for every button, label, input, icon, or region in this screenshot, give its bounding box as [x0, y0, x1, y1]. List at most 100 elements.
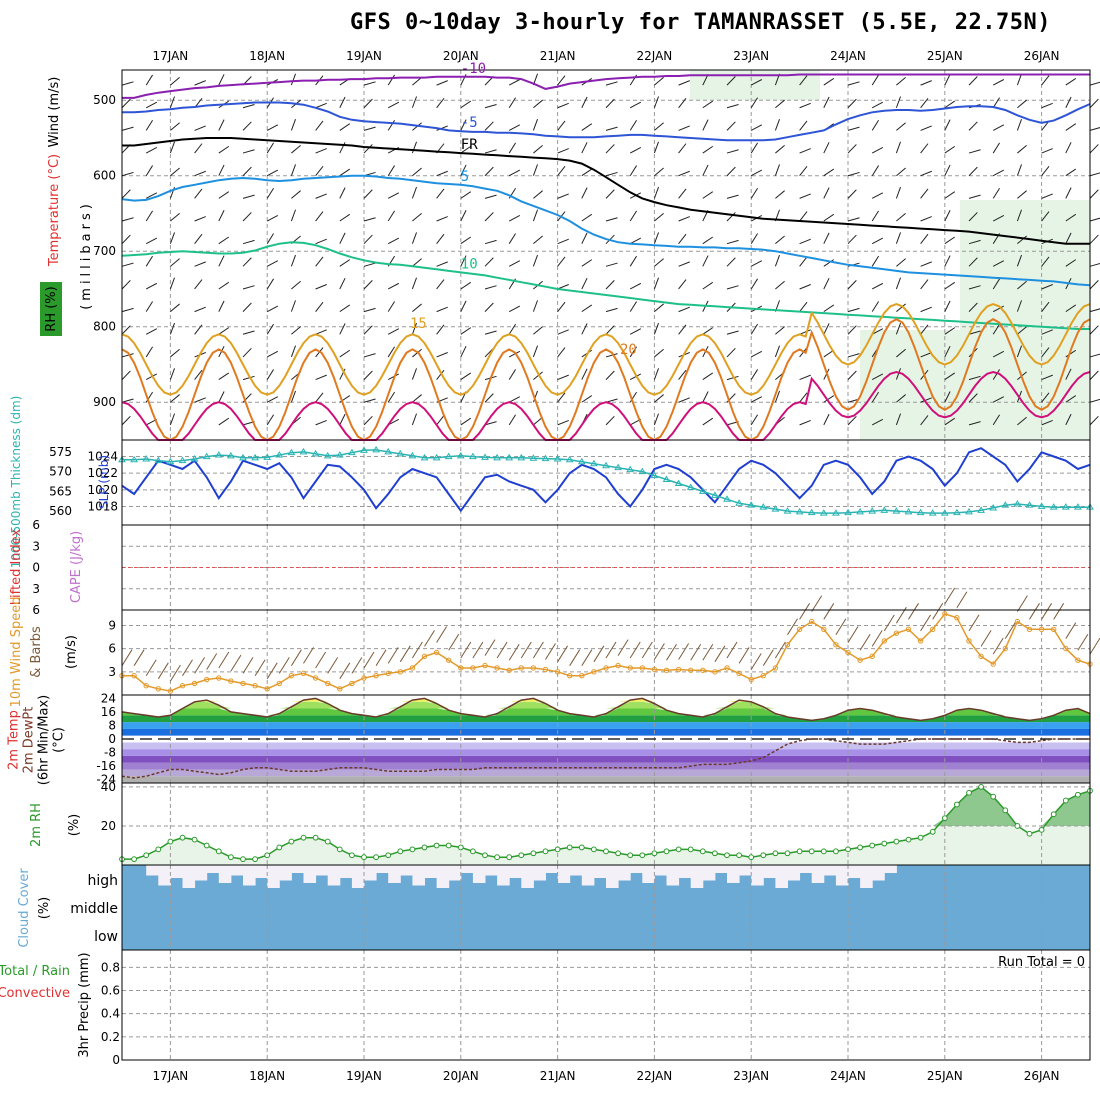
thickness-point — [311, 449, 320, 457]
thickness-point — [650, 471, 659, 479]
wind-barb — [896, 258, 906, 267]
wind-barb — [1089, 262, 1100, 267]
rh-legend-swatch — [40, 282, 62, 336]
wind-barb — [315, 193, 327, 199]
wind-barb — [315, 148, 327, 154]
wind-barb — [157, 662, 169, 680]
cloud-level-label: middle — [70, 901, 118, 917]
wind-barb — [859, 633, 871, 651]
wind-barb — [291, 326, 301, 335]
wind-barb — [968, 375, 981, 381]
wind-barb — [774, 164, 781, 176]
wind-barb — [363, 81, 376, 86]
wind-barb — [460, 210, 467, 222]
cloud-gap — [327, 865, 341, 886]
contour--5 — [122, 101, 1091, 142]
rh-point — [627, 852, 634, 859]
wind-barb — [532, 300, 539, 312]
wind-barb — [653, 96, 660, 108]
wind-barb — [1016, 164, 1023, 176]
rh-tick-label: 40 — [101, 780, 116, 794]
wind-barb — [387, 647, 399, 664]
wind-barb — [726, 76, 736, 86]
wind-barb — [847, 415, 857, 426]
contour--10 — [122, 73, 1090, 99]
wind-barb — [750, 142, 759, 154]
cloud-gap — [448, 865, 462, 881]
wind-barb — [363, 370, 373, 380]
li-tick-label: 3 — [32, 539, 40, 553]
x-tick-label-bottom: 19JAN — [346, 1069, 382, 1083]
rh-tick-label: 20 — [101, 819, 116, 833]
rh-point — [482, 852, 488, 859]
x-tick-label-top: 22JAN — [637, 49, 673, 63]
wind-barb — [436, 188, 445, 199]
cloud-gap — [690, 865, 704, 888]
wind-barb — [387, 119, 396, 131]
wind-barb — [847, 126, 860, 131]
wind-barb — [920, 233, 929, 244]
wind-barb — [799, 329, 811, 335]
wind-barb — [266, 214, 279, 222]
wind-barb — [387, 165, 396, 176]
wind-speed-point — [288, 672, 295, 679]
rh-point — [639, 852, 646, 859]
rh-point — [143, 852, 150, 859]
ylabel-rh-pct: (%) — [67, 814, 82, 837]
wind-barb — [654, 122, 664, 131]
rh-fill-high — [122, 786, 1090, 826]
rh-point — [191, 836, 198, 843]
wind-barb — [629, 119, 638, 131]
wind-speed-point — [990, 661, 996, 667]
wind-barb — [762, 649, 774, 666]
wind-barb — [581, 142, 588, 154]
wind-barb — [194, 143, 203, 154]
rh-point — [566, 844, 573, 851]
wind-barb — [508, 214, 521, 222]
wind-barb — [944, 210, 951, 222]
wind-barb — [605, 307, 618, 313]
wind-barb — [750, 260, 763, 267]
wind-barb — [290, 300, 297, 312]
wind-barb — [218, 119, 225, 131]
wind-barb — [266, 187, 275, 199]
wind-barb — [121, 325, 131, 335]
wind-barb — [847, 234, 857, 245]
wind-barb — [1077, 633, 1089, 651]
thickness-tick-label: 570 — [49, 465, 72, 479]
wind-barb — [266, 233, 275, 244]
wind-barb — [799, 374, 811, 381]
wind-barb — [121, 262, 134, 267]
cloud-gap — [279, 865, 292, 881]
ylabel-rh: RH (%) — [44, 286, 59, 331]
wind-barb — [170, 212, 180, 222]
wind-barb — [920, 143, 929, 154]
wind-barb — [629, 282, 642, 290]
cloud-gap — [811, 865, 825, 883]
wind-barb — [194, 369, 203, 380]
wind-barb — [460, 100, 472, 109]
wind-barb — [169, 322, 176, 335]
thickness-point — [783, 507, 792, 514]
rh-point — [312, 834, 319, 841]
wind-barb — [266, 350, 279, 358]
wind-barb — [653, 186, 660, 199]
thickness-point — [771, 505, 780, 512]
wind-barb — [508, 305, 521, 313]
rh-point — [433, 842, 440, 849]
wind-barb — [726, 239, 739, 245]
cloud-gap — [642, 865, 655, 883]
contour-label: 5 — [461, 169, 469, 185]
wind-barb — [484, 421, 497, 426]
wind-barb — [290, 649, 302, 666]
wind-barb — [871, 147, 884, 154]
wind-barb — [847, 626, 859, 643]
wind-barb — [605, 415, 615, 426]
wind-barb — [520, 641, 532, 659]
rh-point — [506, 854, 513, 861]
cloud-gap — [412, 865, 425, 886]
wind-barb — [194, 657, 206, 674]
wind-barb — [557, 347, 566, 358]
wind-barb — [532, 164, 539, 176]
wind-barb — [121, 81, 134, 86]
